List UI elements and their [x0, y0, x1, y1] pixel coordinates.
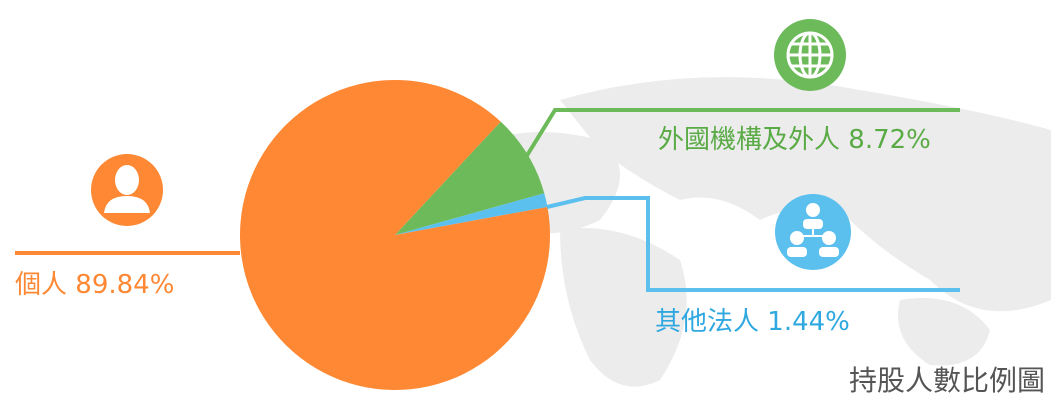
group-icon	[775, 194, 851, 270]
category-label: 其他法人	[655, 307, 759, 337]
pie-slice	[395, 193, 548, 235]
value-label: 1.44%	[767, 307, 850, 337]
person-icon	[91, 154, 163, 226]
pie	[239, 80, 550, 391]
chart-title: 持股人數比例圖	[849, 364, 1045, 397]
slice-label: 個人 89.84%	[15, 270, 174, 300]
slice-label: 其他法人 1.44%	[655, 307, 850, 337]
category-label: 外國機構及外人	[658, 125, 840, 155]
value-label: 8.72%	[848, 125, 931, 155]
leader-lines	[15, 108, 960, 292]
pie-slice	[239, 80, 550, 391]
globe-icon	[774, 19, 846, 91]
slice-label: 外國機構及外人 8.72%	[658, 125, 931, 155]
value-label: 89.84%	[75, 270, 174, 300]
pie-slice	[395, 121, 545, 235]
category-label: 個人	[15, 270, 67, 300]
